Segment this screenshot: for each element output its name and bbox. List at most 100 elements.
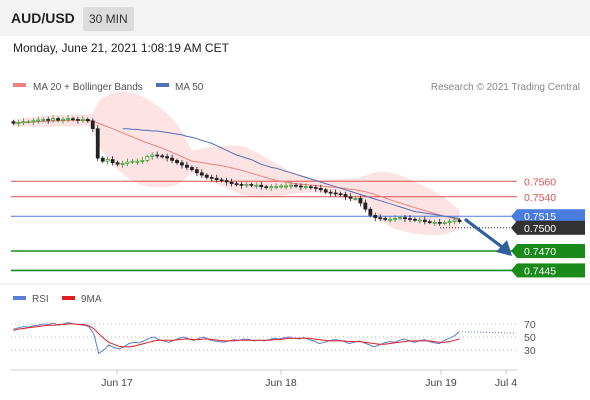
candle bbox=[388, 216, 393, 223]
candle bbox=[224, 177, 229, 186]
candle bbox=[284, 183, 288, 190]
candle bbox=[41, 117, 46, 123]
candle bbox=[140, 156, 145, 164]
candle bbox=[185, 161, 189, 171]
candle bbox=[294, 183, 298, 188]
candle bbox=[209, 174, 214, 182]
candle bbox=[31, 118, 36, 126]
candle bbox=[289, 181, 293, 189]
rsi-ma-legend-swatch bbox=[62, 296, 75, 300]
bollinger-band-area bbox=[13, 91, 460, 236]
level-label-pointer bbox=[511, 244, 517, 258]
ma50-legend-swatch bbox=[156, 83, 169, 87]
candle bbox=[348, 193, 353, 202]
level-label-resistance: 0.7540 bbox=[524, 192, 556, 204]
credit-label: Research © 2021 Trading Central bbox=[431, 82, 580, 93]
candle bbox=[150, 152, 155, 160]
rsi-ma-legend-label: 9MA bbox=[81, 294, 102, 305]
bollinger-bands bbox=[13, 91, 460, 236]
candle bbox=[442, 220, 447, 226]
timeframe-button[interactable]: 30 MIN bbox=[83, 7, 134, 31]
candle bbox=[90, 118, 95, 133]
candle bbox=[323, 187, 328, 195]
candle bbox=[214, 174, 219, 183]
candle bbox=[417, 217, 422, 224]
candle bbox=[219, 177, 224, 183]
candle bbox=[447, 218, 452, 226]
candle bbox=[66, 115, 70, 123]
candles bbox=[11, 115, 462, 226]
level-label-current: 0.7500 bbox=[524, 223, 556, 235]
candle bbox=[180, 160, 184, 169]
level-label-pointer bbox=[511, 209, 517, 224]
candle bbox=[160, 153, 165, 159]
level-label-bg-pivot bbox=[517, 209, 585, 224]
x-axis-labels: Jun 17 Jun 18 Jun 19 Jul 4 bbox=[101, 370, 517, 389]
x-tick-label: Jun 18 bbox=[265, 377, 297, 389]
candle bbox=[234, 181, 239, 187]
candle bbox=[145, 154, 150, 163]
candle bbox=[254, 182, 259, 189]
candle bbox=[36, 116, 41, 124]
candle bbox=[452, 216, 457, 225]
candle bbox=[393, 215, 398, 222]
candle bbox=[333, 189, 338, 197]
candle bbox=[432, 219, 437, 226]
candle bbox=[130, 159, 135, 164]
candle bbox=[165, 153, 170, 162]
candle bbox=[239, 181, 244, 189]
candle bbox=[61, 116, 65, 124]
symbol-title: AUD/USD bbox=[11, 10, 75, 26]
candle bbox=[368, 207, 373, 218]
candle bbox=[338, 191, 343, 197]
candle bbox=[125, 158, 130, 167]
candle bbox=[51, 115, 56, 123]
candle bbox=[403, 215, 407, 222]
candle bbox=[422, 216, 427, 225]
level-label-pointer bbox=[511, 263, 517, 278]
rsi-lines bbox=[13, 321, 516, 355]
candle bbox=[204, 173, 209, 180]
level-label-bg-support bbox=[517, 244, 585, 258]
candle bbox=[378, 214, 383, 222]
candle bbox=[46, 116, 51, 124]
candle bbox=[279, 184, 284, 189]
candle bbox=[135, 158, 140, 165]
datetime-label: Monday, June 21, 2021 1:08:19 AM CET bbox=[13, 41, 229, 55]
ma20-legend-label: MA 20 + Bollinger Bands bbox=[33, 82, 143, 93]
x-tick-label: Jun 19 bbox=[425, 377, 457, 389]
rsi-legend-label: RSI bbox=[32, 294, 49, 305]
candle bbox=[328, 189, 333, 197]
candle bbox=[175, 158, 179, 165]
candle bbox=[299, 183, 303, 191]
candle bbox=[190, 165, 194, 172]
rsi-legend-swatch bbox=[13, 296, 26, 300]
candle bbox=[16, 119, 21, 127]
candle bbox=[408, 215, 412, 222]
top-bar: AUD/USD 30 MIN bbox=[0, 0, 590, 36]
candle bbox=[318, 184, 323, 193]
candle bbox=[199, 169, 204, 178]
candle bbox=[363, 199, 368, 212]
rsi-tick-label: 30 bbox=[524, 345, 536, 357]
candle bbox=[437, 218, 442, 226]
candle bbox=[249, 182, 254, 188]
x-tick-label: Jul 4 bbox=[495, 377, 517, 389]
candle bbox=[95, 125, 100, 161]
rsi-forecast-line bbox=[461, 331, 516, 334]
candle bbox=[11, 119, 16, 126]
candle bbox=[259, 181, 264, 190]
candle bbox=[170, 154, 174, 164]
forecast-arrow-shaft bbox=[464, 218, 504, 249]
candle bbox=[269, 184, 274, 191]
candle bbox=[229, 178, 234, 187]
candle bbox=[194, 167, 199, 177]
rsi-line bbox=[13, 321, 460, 355]
candle bbox=[303, 183, 308, 190]
level-label-bg-current bbox=[517, 220, 585, 235]
candle bbox=[383, 216, 388, 222]
level-lines bbox=[11, 180, 517, 272]
candle bbox=[244, 180, 249, 188]
